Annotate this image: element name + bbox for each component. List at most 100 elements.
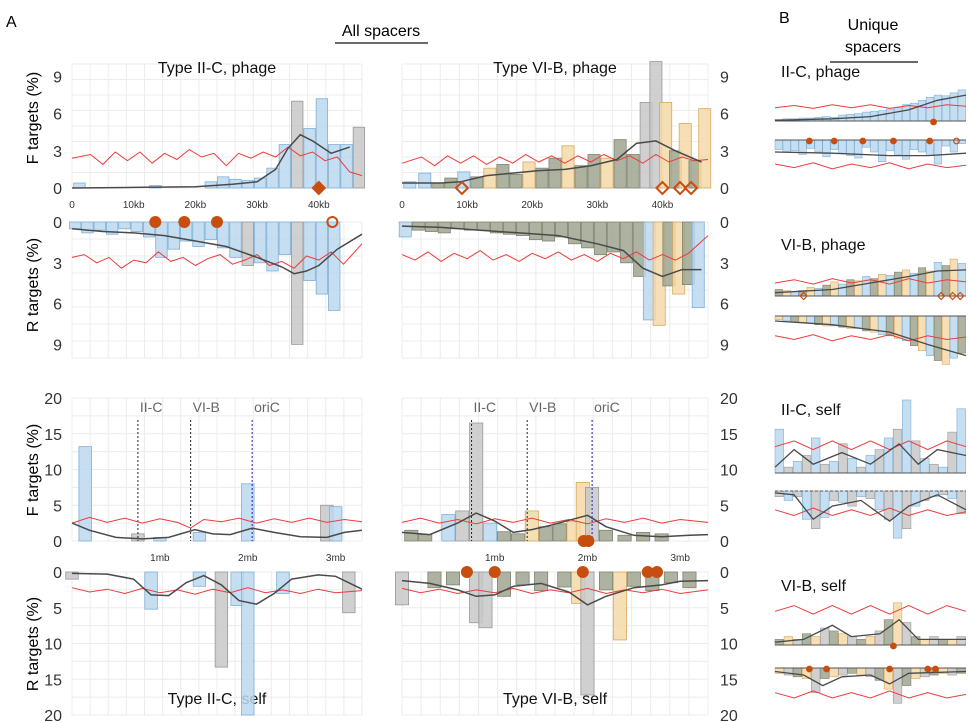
x-tick-label: 30kb: [586, 200, 608, 211]
mini-r-bar: [917, 315, 927, 351]
locus-label: oriC: [254, 399, 280, 415]
r-marker: [178, 216, 191, 228]
mini-r-bar: [956, 667, 966, 674]
y-tick-label: 3: [53, 144, 62, 161]
f-null-line: [401, 153, 709, 167]
panel-title: Type II-C, phage: [158, 60, 276, 77]
f-bar: [340, 144, 353, 189]
f-bar: [561, 145, 575, 189]
mini-f-bar: [829, 630, 839, 646]
y-tick-label: 9: [720, 69, 729, 86]
x-tick-label: 40kb: [652, 200, 674, 211]
mini-r-bar: [878, 139, 887, 162]
y-tick-label: 0: [53, 534, 62, 551]
r-bar: [626, 571, 641, 587]
mini-r-bar: [790, 315, 799, 323]
f-null-line: [71, 516, 363, 529]
mini-r-bar: [774, 315, 783, 321]
mini-f-bar: [933, 262, 942, 297]
locus-label: VI-B: [529, 399, 556, 415]
f-marker: [655, 180, 670, 196]
y-tick-label: 9: [720, 337, 729, 354]
r-bar: [542, 221, 555, 242]
r-marker: [211, 216, 223, 228]
f-bar: [496, 531, 512, 542]
y-tick-label: 15: [720, 427, 738, 444]
mini-f-bar: [878, 110, 887, 122]
r-bar: [266, 221, 279, 272]
x-tick-label: 2mb: [238, 553, 258, 564]
r-bar: [291, 221, 304, 345]
locus-label: VI-B: [193, 399, 220, 415]
unique-spacers-title-1: Unique: [848, 17, 899, 34]
mini-f-smooth-line: [774, 94, 967, 121]
f-targets-ylabel-phage: F targets (%): [25, 72, 42, 164]
r-bar: [328, 221, 341, 311]
r-bar: [229, 221, 242, 258]
f-marker: [672, 180, 688, 196]
mini-r-bar: [856, 490, 866, 497]
y-tick-label: 0: [720, 565, 729, 582]
r-bar: [254, 221, 267, 264]
mini-r-smooth-line: [774, 151, 967, 157]
f-bar: [404, 529, 419, 542]
mini-f-bar: [949, 258, 958, 297]
mini-r-marker: [823, 665, 830, 673]
f-bar: [469, 422, 484, 542]
r-bar: [167, 221, 180, 250]
y-tick-label: 10: [44, 463, 62, 480]
panel-unique_IIC_phage: II-C, phage: [774, 64, 967, 170]
y-tick-label: 10: [720, 637, 738, 654]
r-bar: [691, 221, 705, 309]
mini-f-bar: [920, 458, 930, 474]
mini-f-marker: [799, 291, 808, 301]
f-bar: [303, 128, 316, 189]
unique-spacers-title-2: spacers: [845, 39, 901, 56]
locus-label: oriC: [594, 399, 620, 415]
f-smooth-line: [401, 512, 709, 538]
r-null-line: [401, 587, 709, 595]
f-bar: [617, 534, 632, 542]
mini-f-smooth-line: [774, 618, 966, 643]
mini-r-bar: [865, 490, 875, 499]
r-bar: [303, 221, 316, 281]
f-targets-ylabel-self: F targets (%): [25, 424, 42, 516]
mini-r-bar: [822, 139, 831, 158]
mini-r-bar: [790, 139, 799, 152]
f-bar: [455, 510, 470, 542]
y-tick-label: 3: [53, 256, 62, 273]
f-bar: [483, 167, 497, 189]
x-tick-label: 3mb: [326, 553, 346, 564]
panel-unique_VIB_self: VI-B, self: [774, 578, 967, 704]
mini-r-bar: [847, 667, 857, 674]
mini-f-bar: [801, 455, 812, 474]
r-bar: [192, 221, 205, 247]
y-tick-label: 5: [720, 601, 729, 618]
mini-f-bar: [783, 466, 793, 474]
mini-f-null-line: [774, 104, 967, 109]
mini-f-bar: [957, 263, 966, 297]
f-bar: [548, 157, 562, 189]
r-bar: [594, 221, 608, 256]
mini-f-bar: [856, 466, 866, 474]
mini-r-null-line: [774, 690, 967, 699]
f-marker: [683, 180, 699, 196]
r-bar: [214, 571, 229, 668]
mini-title: VI-B, phage: [781, 237, 866, 254]
mini-title: II-C, self: [781, 402, 841, 419]
r-bar: [529, 221, 542, 241]
mini-f-smooth-line: [774, 442, 967, 468]
y-tick-label: 20: [44, 708, 62, 722]
mini-f-marker: [930, 118, 937, 126]
f-bar: [535, 167, 549, 189]
f-bar: [600, 157, 614, 189]
mini-f-bar: [911, 636, 921, 646]
r-bar: [478, 571, 493, 629]
mini-r-bar: [941, 315, 950, 365]
mini-f-bar: [811, 636, 821, 646]
y-tick-label: 0: [53, 565, 62, 582]
mini-f-marker: [936, 291, 946, 301]
mini-f-bar: [886, 275, 895, 297]
mini-f-bar: [847, 458, 857, 474]
r-bar: [204, 221, 217, 241]
